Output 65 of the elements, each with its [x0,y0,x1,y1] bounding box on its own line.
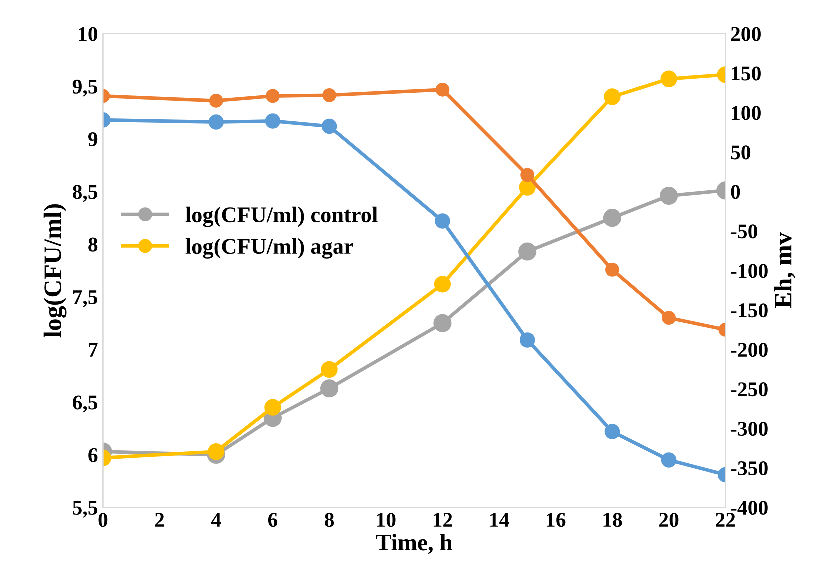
x-tick-label: 0 [98,513,108,528]
x-tick-label: 8 [325,513,334,528]
y2-tick-label: 150 [732,66,761,81]
point [660,70,678,88]
point [660,186,678,205]
y-tick-label: 9 [88,132,98,147]
point [603,209,622,228]
point [604,88,621,106]
legend-label: log(CFU/ml) control [186,206,378,228]
point [604,424,620,440]
y-tick-label: 7,5 [73,290,98,308]
x-tick-label: 22 [716,513,736,527]
y-tick-label: 8,5 [72,185,98,202]
point [434,314,452,332]
x-tick-label: 20 [660,513,679,528]
x-tick-label: 10 [377,513,396,528]
point [209,94,224,108]
point [520,168,535,182]
point [662,311,676,326]
x-tick-label: 16 [547,513,566,528]
y2-tick-label: 50 [731,146,751,160]
legend-label: log(CFU/ml) agar [186,238,354,259]
y2-tick-label: -400 [731,500,768,516]
point [322,118,338,134]
point [434,276,452,293]
y2-axis-title: Eh, mv [774,232,796,308]
y2-tick-label: 200 [731,27,761,42]
x-tick-label: 12 [434,513,452,527]
point [208,114,224,130]
point [266,89,280,104]
point [321,361,338,378]
x-axis-title: Time, h [376,534,453,554]
x-tick-label: 2 [155,513,164,527]
point [606,262,620,277]
x-tick-label: 18 [604,513,622,528]
x-tick-label: 6 [268,513,278,528]
point [435,214,450,229]
y-tick-label: 6,5 [73,396,98,413]
y-tick-label: 7 [89,343,98,357]
y-tick-label: 9,5 [72,80,98,97]
point [320,380,339,398]
point [265,114,281,129]
point [208,443,225,460]
y2-tick-label: -150 [731,304,768,318]
y2-tick-label: -300 [731,422,768,436]
x-tick-label: 4 [211,513,222,527]
y-tick-label: 10 [79,27,98,42]
y2-tick-label: 0 [731,185,740,200]
point [322,88,336,102]
y2-tick-label: -250 [731,382,768,397]
point [661,452,677,468]
y2-tick-label: 100 [732,106,761,120]
y-tick-label: 6 [88,448,98,462]
point [436,82,450,97]
point [520,332,536,348]
y2-tick-label: -350 [731,461,768,476]
x-tick-label: 14 [490,513,510,527]
y-tick-label: 8 [88,238,98,252]
point [518,242,537,261]
y2-tick-label: -200 [731,343,768,358]
y-tick-label: 5,5 [73,501,98,518]
y2-tick-label: -50 [731,224,758,239]
y2-tick-label: -100 [731,264,768,278]
y-axis-title: log(CFU/ml) [44,204,67,338]
point [264,399,282,416]
